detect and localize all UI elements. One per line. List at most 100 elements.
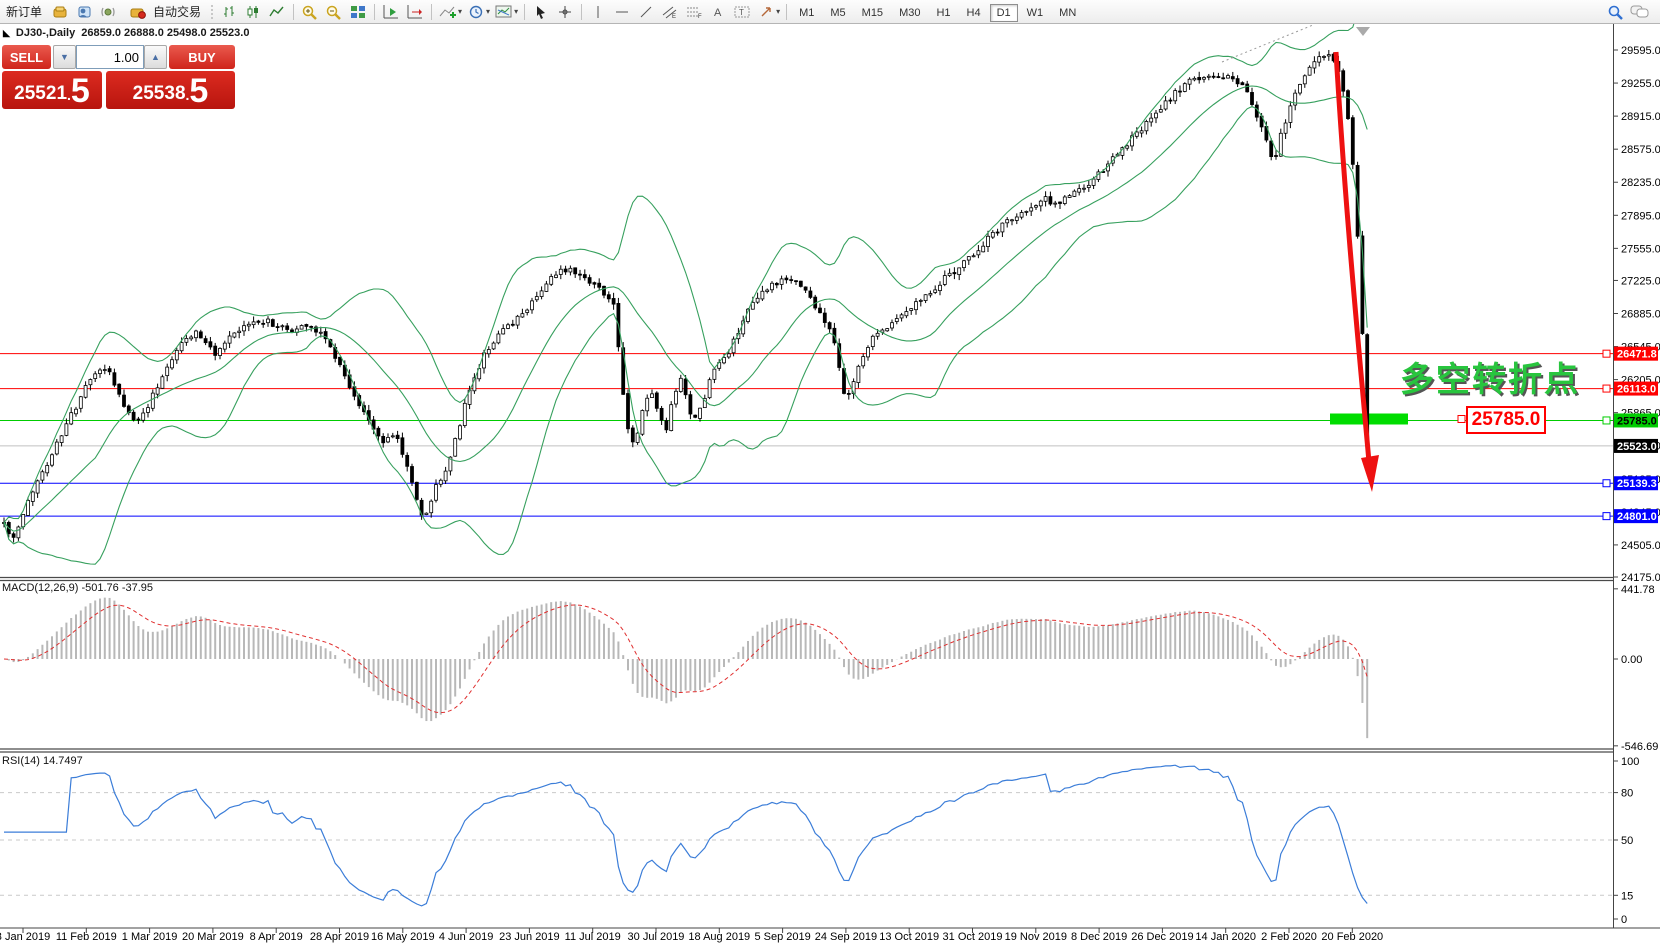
svg-text:-546.69: -546.69: [1621, 741, 1658, 753]
buy-price-display[interactable]: 25538. 5: [106, 71, 235, 109]
crosshair-icon[interactable]: [555, 3, 575, 21]
buy-button[interactable]: BUY: [169, 45, 235, 69]
svg-text:24 Sep 2019: 24 Sep 2019: [815, 931, 877, 943]
buy-price-dot: .: [185, 87, 190, 103]
new-order-button[interactable]: 新订单: [6, 5, 43, 19]
svg-text:28915.0: 28915.0: [1621, 111, 1660, 123]
channel-tool-icon[interactable]: E: [660, 3, 680, 21]
text-label-tool-icon[interactable]: T: [732, 3, 752, 21]
timeframe-button-H4[interactable]: H4: [966, 6, 981, 19]
svg-text:8 Apr 2019: 8 Apr 2019: [250, 931, 303, 943]
zoom-out-icon[interactable]: [324, 3, 344, 21]
pane-frames: [0, 24, 1660, 929]
turning-point-annotation: 多空转折点: [1400, 361, 1580, 399]
toolbar-separator: [786, 3, 788, 20]
svg-text:E: E: [672, 14, 676, 19]
sell-price-frac: 5: [70, 72, 90, 110]
timeframe-button-M5[interactable]: M5: [830, 6, 846, 19]
indicators-icon[interactable]: [438, 3, 458, 21]
svg-text:26 Dec 2019: 26 Dec 2019: [1131, 931, 1193, 943]
svg-text:0.00: 0.00: [1621, 654, 1642, 666]
price-axis: 29595.0 29255.0 28915.0 28575.0 28235.0 27895…: [1613, 45, 1660, 584]
timeframe-button-M30[interactable]: M30: [899, 6, 921, 19]
svg-text:50: 50: [1621, 835, 1633, 847]
bollinger-bands: [3, 0, 1368, 565]
timeframe-button-W1[interactable]: W1: [1026, 6, 1044, 19]
dotted-trendline[interactable]: [1221, 24, 1314, 63]
toolbar-separator: [374, 3, 376, 20]
line-chart-type-icon[interactable]: [267, 3, 287, 21]
chart-shift-marker: [1356, 27, 1370, 36]
volume-input[interactable]: [76, 45, 144, 69]
toolbar-separator: [431, 3, 433, 20]
chart-shift-icon[interactable]: [405, 3, 425, 21]
toolbar-handle: [210, 3, 215, 20]
svg-text:24175.0: 24175.0: [1621, 572, 1660, 584]
indicators-dropdown-icon[interactable]: ▾: [458, 7, 463, 16]
buy-price-frac: 5: [189, 72, 209, 110]
svg-text:14 Jan 2020: 14 Jan 2020: [1195, 931, 1256, 943]
vertical-line-tool-icon[interactable]: [588, 3, 608, 21]
auto-trading-button[interactable]: 自动交易: [120, 1, 207, 23]
sell-price-display[interactable]: 25521. 5: [2, 71, 102, 109]
periods-icon[interactable]: [466, 3, 486, 21]
timeframe-button-M15[interactable]: M15: [861, 6, 884, 19]
svg-text:T: T: [739, 8, 744, 17]
svg-text:19 Nov 2019: 19 Nov 2019: [1005, 931, 1067, 943]
volume-down-button[interactable]: ▼: [53, 45, 76, 69]
search-icon[interactable]: [1606, 3, 1626, 21]
date-axis: 3 Jan 2019 11 Feb 2019 1 Mar 2019 20 Mar 20…: [0, 928, 1383, 943]
one-click-trade-panel: SELL ▼ ▲ BUY 25521.5 25538.5: [2, 45, 235, 109]
timeframe-button-MN[interactable]: MN: [1059, 6, 1077, 19]
template-dropdown-icon[interactable]: ▾: [514, 7, 519, 16]
market-watch-icon[interactable]: [50, 3, 70, 21]
svg-text:25785.0: 25785.0: [1617, 415, 1657, 427]
macd-pane: 441.78 0.00 -546.69: [3, 584, 1658, 753]
timeframe-bar: M1 M5 M15 M30 H1 H4 D1 W1 MN: [791, 3, 1084, 22]
svg-text:15: 15: [1621, 890, 1633, 902]
line-anchor: [1602, 479, 1611, 488]
svg-text:20 Mar 2019: 20 Mar 2019: [182, 931, 244, 943]
template-icon[interactable]: [494, 3, 514, 21]
svg-text:2 Feb 2020: 2 Feb 2020: [1261, 931, 1317, 943]
toolbar: 新订单 自动交易 ▾ ▾ ▾ E F A T ▾ M1 M5 M15 M30 H1 H4 D…: [0, 0, 1660, 24]
svg-text:27225.0: 27225.0: [1621, 275, 1660, 287]
zoom-in-icon[interactable]: [300, 3, 320, 21]
horizontal-line-tool-icon[interactable]: [612, 3, 632, 21]
signal-icon[interactable]: [98, 3, 118, 21]
bar-chart-type-icon[interactable]: [219, 3, 239, 21]
toolbar-separator: [581, 3, 583, 20]
fibonacci-tool-icon[interactable]: F: [684, 3, 704, 21]
arrows-dropdown-icon[interactable]: ▾: [776, 7, 781, 16]
svg-text:27555.0: 27555.0: [1621, 243, 1660, 255]
svg-text:16 May 2019: 16 May 2019: [371, 931, 435, 943]
timeframe-button-M1[interactable]: M1: [799, 6, 815, 19]
toolbar-separator: [524, 3, 526, 20]
timeframe-button-H1[interactable]: H1: [936, 6, 951, 19]
data-window-icon[interactable]: [74, 3, 94, 21]
sell-button[interactable]: SELL: [2, 45, 51, 69]
trendline-tool-icon[interactable]: [636, 3, 656, 21]
svg-text:26471.8: 26471.8: [1617, 349, 1657, 361]
svg-text:28235.0: 28235.0: [1621, 177, 1660, 189]
svg-text:11 Feb 2019: 11 Feb 2019: [56, 931, 117, 943]
svg-text:18 Aug 2019: 18 Aug 2019: [688, 931, 750, 943]
chat-icon[interactable]: [1630, 3, 1650, 21]
candlestick-chart-type-icon[interactable]: [243, 3, 263, 21]
svg-text:28 Apr 2019: 28 Apr 2019: [310, 931, 369, 943]
auto-scroll-icon[interactable]: [381, 3, 401, 21]
volume-up-button[interactable]: ▲: [144, 45, 167, 69]
sell-price-dot: .: [67, 87, 71, 103]
chart-header: ◣ DJ30-,Daily 26859.0 26888.0 25498.0 25…: [3, 27, 249, 39]
arrows-tool-icon[interactable]: [756, 3, 776, 21]
tile-windows-icon[interactable]: [348, 3, 368, 21]
periods-dropdown-icon[interactable]: ▾: [486, 7, 491, 16]
text-tool-icon[interactable]: A: [708, 3, 728, 21]
volume-stepper: ▼ ▲: [53, 45, 167, 69]
timeframe-button-D1[interactable]: D1: [989, 3, 1018, 22]
svg-text:4 Jun 2019: 4 Jun 2019: [439, 931, 493, 943]
level-price-label[interactable]: 25785.0: [1466, 406, 1546, 434]
cursor-icon[interactable]: [531, 3, 551, 21]
